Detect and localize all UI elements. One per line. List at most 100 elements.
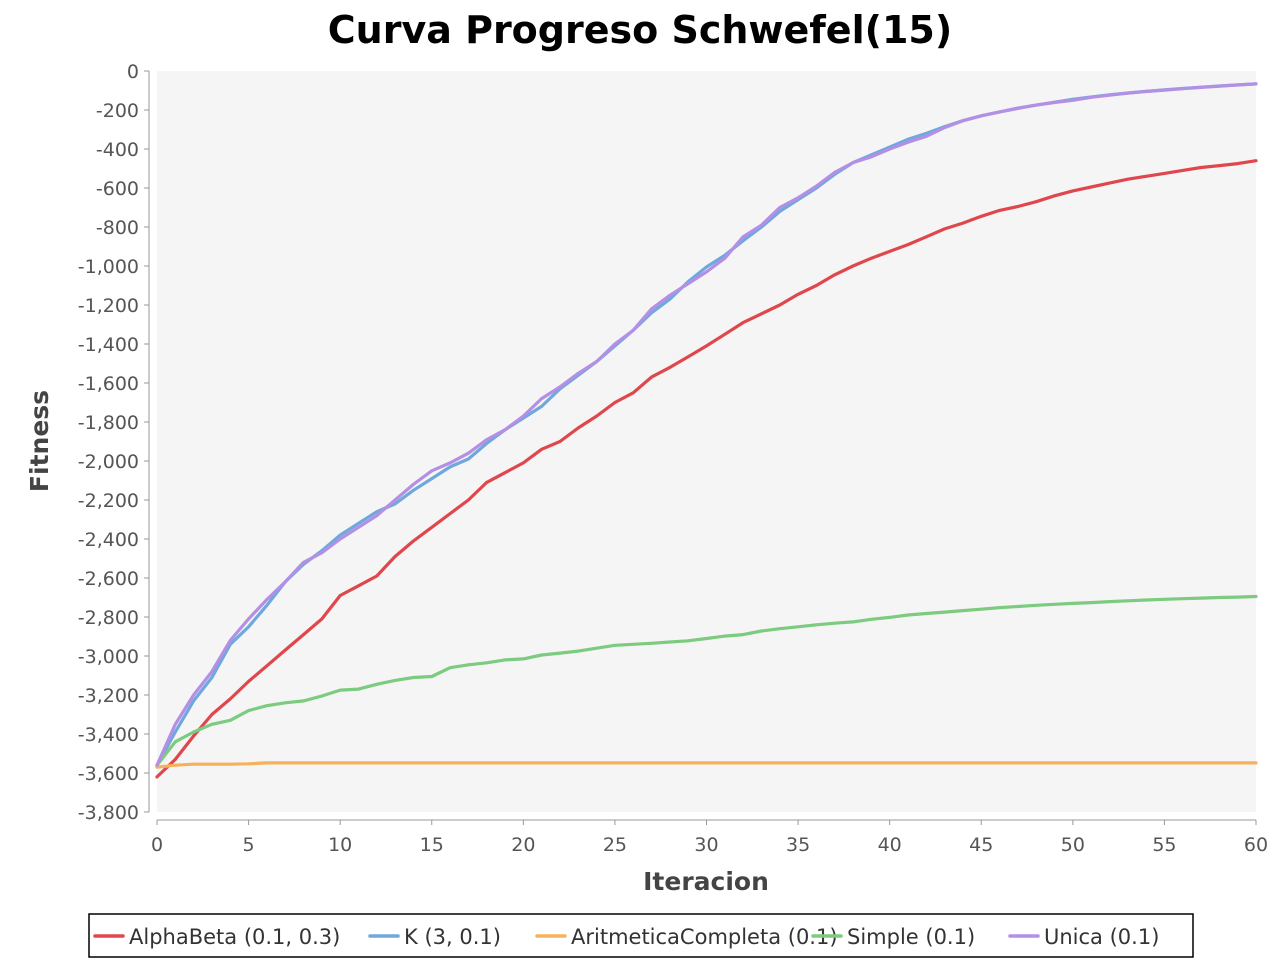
data-point — [247, 709, 250, 712]
data-point — [869, 617, 873, 621]
data-point — [1217, 596, 1221, 599]
data-point — [357, 584, 360, 588]
data-point — [741, 633, 745, 636]
data-point — [173, 763, 177, 767]
data-point — [1163, 88, 1166, 92]
data-point — [796, 292, 800, 296]
data-point — [503, 658, 507, 662]
series-points-aritmeticacompleta — [155, 761, 1258, 769]
x-tick-label: 45 — [969, 834, 993, 856]
plot-area — [157, 71, 1256, 812]
data-point — [302, 633, 305, 636]
y-axis: 0 -200 -400 -600 -800 -1,000 -1,200 -1,400 -1,60… — [78, 61, 149, 824]
data-point — [521, 414, 525, 418]
data-point — [778, 761, 782, 765]
data-point — [668, 297, 672, 301]
data-point — [265, 704, 269, 708]
data-point — [485, 481, 489, 484]
data-point — [448, 666, 452, 670]
y-tick-label: -1,200 — [78, 295, 139, 317]
data-point — [998, 606, 1001, 610]
x-tick-label: 20 — [511, 834, 535, 856]
data-point — [778, 627, 782, 631]
x-tick-label: 35 — [786, 834, 810, 856]
data-point — [979, 214, 983, 218]
data-point — [1126, 761, 1130, 765]
data-point — [833, 273, 837, 277]
data-point — [466, 498, 470, 502]
data-point — [338, 761, 342, 765]
data-point — [393, 761, 397, 765]
data-point — [357, 761, 360, 765]
data-point — [705, 761, 708, 765]
data-point — [448, 461, 452, 465]
data-point — [412, 483, 415, 486]
data-point — [924, 132, 928, 135]
legend-item-label: K (3, 0.1) — [404, 925, 501, 949]
y-tick-label: -400 — [96, 139, 139, 161]
data-point — [173, 757, 177, 761]
data-point — [778, 210, 782, 213]
data-point — [466, 451, 470, 455]
x-tick-label: 15 — [420, 834, 444, 856]
data-point — [595, 360, 598, 363]
data-point — [595, 414, 598, 418]
data-point — [595, 761, 598, 765]
data-point — [503, 428, 507, 432]
data-point — [192, 734, 196, 738]
data-point — [815, 761, 818, 765]
data-point — [393, 498, 397, 502]
data-point — [741, 761, 745, 765]
data-point — [521, 657, 525, 661]
data-point — [265, 598, 269, 601]
data-point — [631, 391, 635, 395]
data-point — [1144, 174, 1148, 178]
data-point — [1254, 595, 1258, 598]
data-point — [228, 639, 232, 642]
data-point — [924, 761, 928, 765]
x-tick-label: 40 — [878, 834, 902, 856]
y-tick-label: -200 — [96, 100, 139, 122]
data-point — [833, 171, 837, 174]
x-tick-label: 60 — [1244, 834, 1268, 856]
data-point — [888, 615, 892, 619]
data-point — [1108, 761, 1111, 765]
data-point — [247, 617, 250, 621]
y-axis-label: Fitness — [25, 390, 54, 492]
data-point — [998, 110, 1001, 114]
data-point — [1089, 601, 1093, 604]
data-point — [1199, 761, 1203, 765]
data-point — [1016, 205, 1020, 208]
data-point — [466, 761, 470, 765]
x-tick-label: 10 — [328, 834, 352, 856]
data-point — [1199, 166, 1203, 169]
data-point — [320, 551, 324, 555]
x-axis: 0 5 10 15 20 25 30 35 40 45 50 55 60 — [151, 820, 1268, 856]
data-point — [833, 761, 837, 765]
data-point — [906, 613, 910, 617]
data-point — [1181, 169, 1185, 172]
data-point — [228, 718, 232, 722]
x-axis-label: Iteracion — [643, 867, 769, 896]
y-tick-label: -2,200 — [78, 490, 139, 512]
data-point — [1108, 181, 1111, 185]
data-point — [1034, 603, 1038, 607]
data-point — [796, 196, 800, 200]
data-point — [686, 282, 690, 285]
data-point — [466, 663, 470, 667]
data-point — [1199, 85, 1203, 89]
data-point — [1108, 93, 1111, 97]
data-point — [924, 612, 928, 615]
data-point — [1053, 194, 1056, 198]
data-point — [1163, 761, 1166, 765]
data-point — [430, 761, 434, 765]
data-point — [412, 488, 415, 492]
data-point — [760, 629, 763, 633]
data-point — [741, 321, 745, 324]
data-point — [412, 676, 415, 679]
data-point — [338, 688, 342, 692]
data-point — [210, 676, 214, 679]
data-point — [815, 184, 818, 188]
data-point — [1181, 761, 1185, 765]
data-point — [906, 137, 910, 141]
